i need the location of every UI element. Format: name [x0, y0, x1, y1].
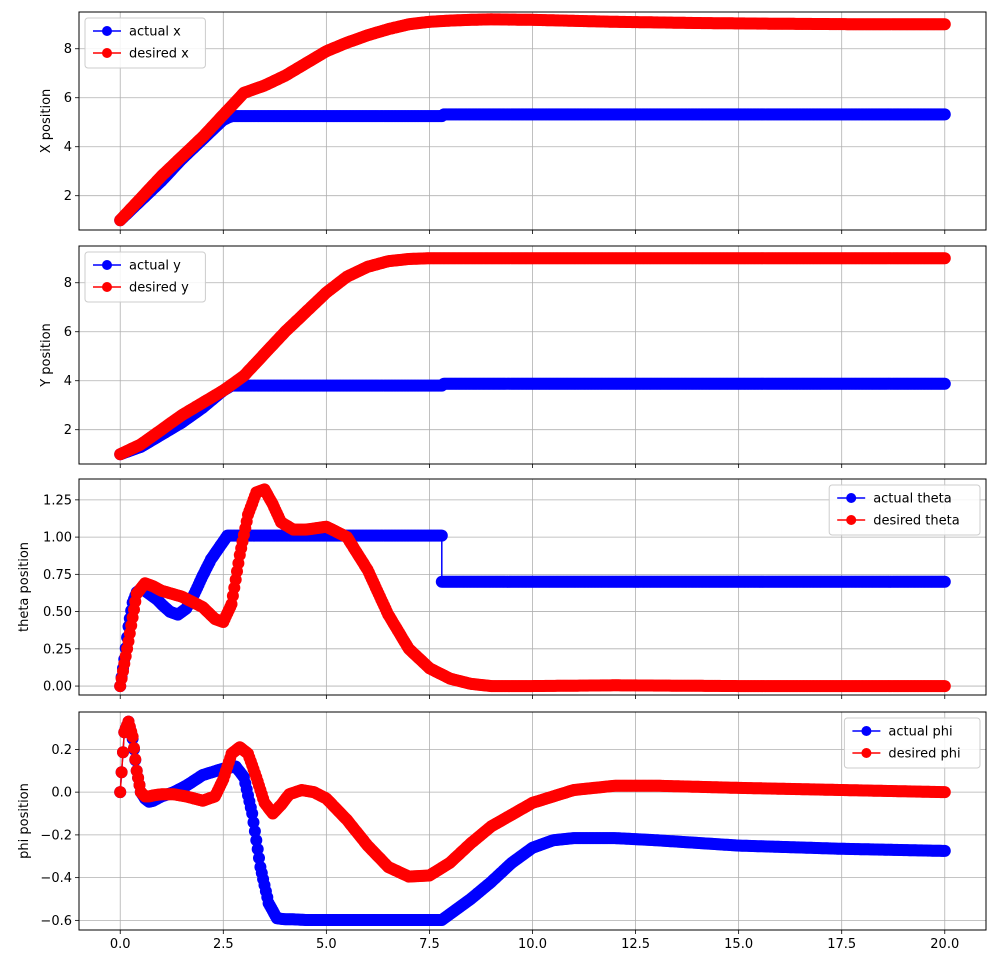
series-group	[114, 13, 951, 227]
x-tick-label: 20.0	[930, 937, 959, 952]
axes-frame	[78, 478, 987, 696]
data-point	[938, 18, 951, 31]
legend: actual phi desired phi	[843, 717, 981, 769]
data-point	[117, 746, 129, 759]
x-tick-label: 15.0	[724, 937, 753, 952]
y-tick-label: 6	[64, 91, 72, 106]
x-tick-label: 10.0	[518, 937, 547, 952]
y-axis-label: phi position	[17, 783, 32, 859]
legend-marker	[102, 282, 112, 292]
data-point	[435, 529, 448, 542]
data-point	[938, 844, 951, 857]
legend-label: desired phi	[888, 747, 960, 762]
data-point	[128, 742, 140, 754]
data-point	[114, 786, 127, 799]
x-tick-label: 12.5	[621, 937, 650, 952]
series-group	[114, 483, 951, 693]
legend-marker	[846, 493, 857, 503]
series-group	[114, 715, 951, 926]
y-tick-label: −0.6	[40, 914, 72, 929]
y-tick-label: 0.00	[43, 680, 72, 695]
data-point	[938, 786, 951, 799]
legend-marker	[861, 726, 872, 736]
data-point	[938, 575, 951, 588]
x-tick-label: 17.5	[827, 937, 856, 952]
y-axis-label: X position	[39, 89, 54, 154]
y-tick-label: −0.4	[40, 871, 72, 886]
legend-label: actual theta	[873, 492, 952, 507]
x-tick-label: 2.5	[213, 937, 234, 952]
x-tick-label: 5.0	[316, 937, 337, 952]
y-tick-label: 0.50	[43, 605, 72, 620]
series-markers-desired-y	[114, 252, 951, 461]
y-tick-label: −0.2	[40, 828, 72, 843]
y-tick-label: 0.75	[43, 568, 72, 583]
series-markers-desired-phi	[114, 715, 951, 883]
data-point	[246, 807, 259, 820]
legend-label: actual y	[129, 259, 181, 274]
series-group	[114, 252, 951, 461]
y-tick-label: 8	[64, 42, 72, 57]
data-point	[248, 825, 261, 838]
data-point	[247, 816, 260, 829]
axes-frame	[78, 245, 987, 465]
legend-label: desired y	[129, 281, 189, 296]
subplot-4: 0.0 2.5 5.0 7.5 10.0 12.5 15.0 17.5 20.0 −0.6 −0.4…	[17, 711, 987, 952]
y-tick-label: 2	[64, 189, 72, 204]
data-point	[129, 753, 142, 766]
legend-label: desired theta	[873, 514, 959, 529]
y-axis-label: theta position	[17, 542, 32, 632]
legend-marker	[846, 515, 857, 525]
y-tick-label: 1.25	[43, 493, 72, 508]
y-tick-label: 1.00	[43, 531, 72, 546]
data-point	[938, 377, 951, 390]
legend: actual x desired x	[84, 17, 206, 69]
data-point	[115, 766, 128, 779]
legend: actual theta desired theta	[828, 484, 981, 536]
legend-marker	[102, 26, 112, 36]
y-tick-label: 4	[64, 374, 72, 389]
data-point	[251, 843, 264, 856]
legend-label: actual phi	[888, 725, 952, 740]
axes-frame	[78, 711, 987, 931]
axes-frame	[78, 11, 987, 231]
y-tick-label: 6	[64, 325, 72, 340]
legend: actual y desired y	[84, 251, 206, 303]
series-markers-desired-theta	[114, 483, 951, 693]
x-tick-label: 7.5	[419, 937, 440, 952]
y-tick-label: 2	[64, 423, 72, 438]
x-tick-label: 0.0	[110, 937, 131, 952]
legend-frame	[828, 484, 981, 536]
subplot-3: 0.00 0.25 0.50 0.75 1.00 1.25 theta position ac…	[17, 478, 987, 699]
legend-label: actual x	[129, 25, 181, 40]
subplot-1: 2 4 6 8 X position actual x desired x	[39, 11, 987, 234]
subplot-2: 2 4 6 8 Y position actual y desired y	[39, 245, 987, 468]
data-point	[126, 730, 139, 743]
legend-marker	[102, 48, 112, 58]
y-tick-label: 0.2	[51, 743, 72, 758]
data-point	[253, 852, 265, 864]
y-tick-label: 4	[64, 140, 72, 155]
y-tick-label: 0.0	[51, 786, 72, 801]
legend-marker	[861, 748, 872, 758]
data-point	[938, 108, 951, 121]
data-point	[250, 834, 263, 847]
y-tick-label: 8	[64, 276, 72, 291]
legend-label: desired x	[129, 47, 189, 62]
y-axis-label: Y position	[39, 323, 54, 388]
data-point	[938, 252, 951, 265]
data-point	[938, 680, 951, 693]
legend-marker	[102, 260, 112, 270]
series-markers-desired-x	[114, 13, 951, 227]
y-tick-label: 0.25	[43, 642, 72, 657]
